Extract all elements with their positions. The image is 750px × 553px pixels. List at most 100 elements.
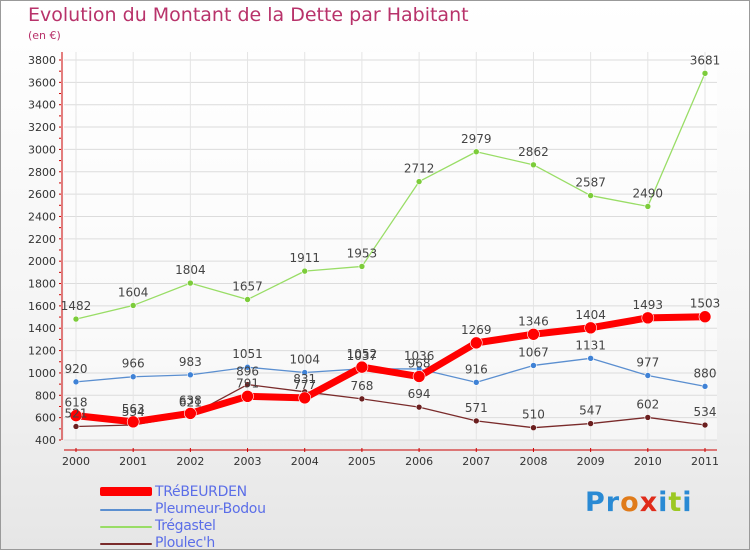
- data-label-tr-gastel: 1911: [289, 251, 320, 265]
- data-label-tr-gastel: 1804: [175, 263, 206, 277]
- y-tick-label: 2000: [28, 255, 56, 268]
- data-point-tr-gastel: [301, 267, 309, 275]
- data-point-pleumeur-bodou: [472, 379, 480, 386]
- data-point-tr-gastel: [72, 315, 80, 323]
- y-tick-label: 2600: [28, 188, 56, 201]
- x-tick-label: 2001: [119, 455, 147, 468]
- data-point-tr-gastel: [187, 279, 194, 287]
- data-label-pleumeur-bodou: 1067: [518, 345, 549, 359]
- data-label-ploulec-h: 602: [636, 397, 659, 411]
- data-label-tr-gastel: 1657: [232, 280, 263, 294]
- data-point-tr-beurden: [527, 327, 540, 341]
- data-point-tr-gastel: [358, 263, 366, 270]
- data-point-tr-beurden: [126, 415, 140, 429]
- data-point-tr-gastel: [644, 203, 652, 210]
- y-tick-label: 1800: [28, 278, 56, 291]
- logo-letter: x: [639, 487, 659, 518]
- data-label-pleumeur-bodou: 920: [65, 362, 88, 376]
- data-point-ploulec-h: [415, 403, 423, 411]
- data-label-tr-beurden: 791: [236, 376, 259, 390]
- data-label-pleumeur-bodou: 977: [636, 356, 659, 370]
- data-point-tr-beurden: [241, 389, 254, 403]
- data-label-tr-beurden: 563: [122, 402, 145, 416]
- legend-label-trebeurden: TRéBEURDEN: [155, 484, 247, 500]
- data-point-tr-beurden: [641, 311, 655, 325]
- logo-letter: i: [682, 487, 693, 518]
- data-label-tr-gastel: 2712: [404, 162, 435, 176]
- chart-subtitle: (en €): [28, 29, 61, 42]
- data-label-tr-gastel: 2979: [461, 132, 492, 146]
- data-point-ploulec-h: [530, 424, 537, 432]
- data-label-tr-beurden: 1503: [690, 297, 721, 311]
- series-line-tr-gastel: [75, 72, 706, 320]
- data-point-tr-beurden: [584, 321, 597, 335]
- legend-swatch-tregastel: [100, 526, 152, 528]
- data-label-tr-beurden: 777: [293, 378, 316, 392]
- legend-swatch-pleumeur-bodou: [100, 509, 152, 511]
- data-label-pleumeur-bodou: 916: [465, 362, 488, 376]
- x-tick-label: 2007: [462, 455, 490, 468]
- data-label-ploulec-h: 521: [65, 406, 88, 420]
- proxiti-logo: Proxiti: [585, 487, 693, 518]
- y-tick-label: 2200: [28, 233, 56, 246]
- data-label-tr-gastel: 1604: [118, 285, 149, 299]
- x-tick-label: 2005: [348, 455, 376, 468]
- y-tick-label: 1200: [28, 345, 56, 358]
- data-label-ploulec-h: 896: [236, 365, 259, 379]
- data-point-pleumeur-bodou: [644, 372, 652, 379]
- data-label-ploulec-h: 621: [179, 395, 202, 409]
- series-line-tr-beurden: [72, 313, 709, 426]
- logo-letter: r: [605, 487, 621, 518]
- data-label-pleumeur-bodou: 1037: [347, 349, 378, 363]
- logo-letter: o: [620, 487, 640, 518]
- data-point-tr-beurden: [298, 391, 312, 405]
- plot-area: [64, 52, 717, 440]
- data-label-tr-beurden: 1404: [575, 308, 606, 322]
- data-label-pleumeur-bodou: 1004: [289, 352, 320, 366]
- data-point-ploulec-h: [587, 420, 594, 427]
- data-label-tr-beurden: 968: [408, 357, 431, 371]
- chart-title: Evolution du Montant de la Dette par Hab…: [28, 4, 469, 26]
- data-point-tr-gastel: [530, 161, 537, 169]
- data-point-ploulec-h: [72, 423, 80, 430]
- x-tick-label: 2006: [405, 455, 433, 468]
- data-point-ploulec-h: [701, 421, 709, 429]
- data-point-pleumeur-bodou: [530, 362, 537, 369]
- data-point-pleumeur-bodou: [72, 378, 80, 386]
- y-tick-label: 2800: [28, 166, 56, 179]
- data-point-pleumeur-bodou: [187, 371, 194, 379]
- data-label-ploulec-h: 768: [350, 379, 373, 393]
- data-label-ploulec-h: 547: [579, 404, 602, 418]
- data-label-ploulec-h: 534: [694, 405, 717, 419]
- y-tick-label: 1000: [28, 367, 56, 380]
- y-tick-label: 2400: [28, 210, 56, 223]
- data-point-pleumeur-bodou: [587, 354, 594, 362]
- data-label-pleumeur-bodou: 983: [179, 355, 202, 369]
- logo-letter: t: [668, 487, 683, 518]
- data-label-pleumeur-bodou: 880: [694, 366, 717, 380]
- data-label-pleumeur-bodou: 1036: [404, 349, 435, 363]
- data-point-pleumeur-bodou: [129, 373, 137, 381]
- data-label-tr-beurden: 1493: [633, 298, 664, 312]
- data-label-ploulec-h: 831: [293, 372, 316, 386]
- x-tick-label: 2011: [691, 455, 719, 468]
- data-label-tr-gastel: 2587: [575, 176, 606, 190]
- y-tick-label: 3000: [28, 143, 56, 156]
- data-point-ploulec-h: [244, 381, 251, 388]
- data-label-ploulec-h: 510: [522, 408, 545, 422]
- data-label-tr-gastel: 1482: [61, 299, 92, 313]
- y-tick-label: 800: [35, 389, 56, 402]
- x-tick-label: 2003: [234, 455, 262, 468]
- x-tick-label: 2000: [62, 455, 90, 468]
- y-tick-label: 3600: [28, 76, 56, 89]
- x-tick-label: 2004: [291, 455, 319, 468]
- data-point-ploulec-h: [644, 414, 652, 421]
- y-tick-label: 3200: [28, 121, 56, 134]
- data-label-tr-beurden: 1052: [347, 347, 378, 361]
- data-label-tr-gastel: 3681: [690, 53, 721, 67]
- data-label-pleumeur-bodou: 1051: [232, 347, 263, 361]
- y-tick-label: 1600: [28, 300, 56, 313]
- data-label-tr-gastel: 2862: [518, 145, 549, 159]
- data-point-tr-gastel: [415, 178, 423, 185]
